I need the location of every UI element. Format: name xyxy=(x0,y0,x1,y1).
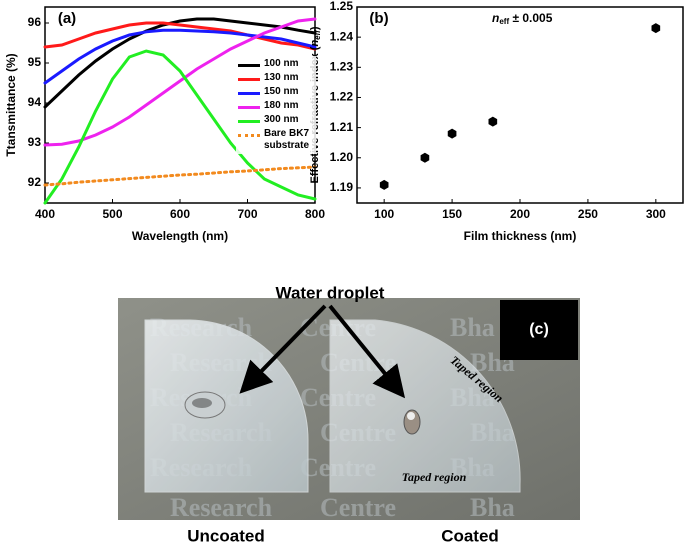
photo-label: Coated xyxy=(441,526,499,545)
background-word: Bha xyxy=(470,493,515,522)
y-tick-label: 1.24 xyxy=(330,29,354,43)
y-axis-title-close: ) xyxy=(309,26,321,30)
y-tick-label: 96 xyxy=(28,15,42,29)
y-tick-label: 92 xyxy=(28,175,42,189)
background-word: Bha xyxy=(450,313,495,342)
legend-swatch xyxy=(238,78,260,81)
series-line xyxy=(43,17,317,109)
photo-label: Uncoated xyxy=(187,526,264,545)
droplet-highlight xyxy=(192,398,212,408)
legend-item: 150 nm xyxy=(236,86,316,98)
legend-label: 150 nm xyxy=(264,86,299,97)
x-tick-label: 300 xyxy=(646,207,666,221)
legend-item: 100 nm xyxy=(236,58,316,70)
series-line xyxy=(43,165,317,187)
annotation-symbol: n xyxy=(492,11,499,25)
data-point xyxy=(447,128,457,139)
background-word: Research xyxy=(170,493,273,522)
y-tick-label: 94 xyxy=(28,95,42,109)
y-axis-title-symbol: n xyxy=(309,40,321,47)
legend-swatch xyxy=(238,106,260,109)
data-point xyxy=(379,179,389,190)
legend-item: 130 nm xyxy=(236,72,316,84)
legend-item: 300 nm xyxy=(236,114,316,126)
legend: 100 nm 130 nm 150 nm 180 nm 300 nm Bare BK7 s… xyxy=(236,56,316,154)
legend-label: 300 nm xyxy=(264,114,299,125)
y-tick-label: 1.21 xyxy=(330,120,354,134)
background-word: Centre xyxy=(320,493,396,522)
legend-swatch xyxy=(238,92,260,95)
series-line xyxy=(43,21,317,51)
taped-label: Taped region xyxy=(402,470,467,484)
x-tick-label: 250 xyxy=(578,207,598,221)
plot-frame xyxy=(356,6,684,204)
legend-item: 180 nm xyxy=(236,100,316,112)
y-tick-label: 93 xyxy=(28,135,42,149)
x-tick-label: 800 xyxy=(305,207,325,221)
x-tick-label: 500 xyxy=(102,207,122,221)
callout: Water droplet xyxy=(276,283,385,302)
x-tick-label: 150 xyxy=(442,207,462,221)
legend-label: 180 nm xyxy=(264,100,299,111)
legend-item: Bare BK7 substrate xyxy=(236,128,316,152)
annotation: neff ± 0.005 xyxy=(492,11,553,26)
panel-label: (c) xyxy=(529,321,549,338)
y-tick-label: 1.22 xyxy=(330,90,354,104)
panel-label-box xyxy=(500,300,578,360)
data-point xyxy=(488,116,498,127)
x-axis-title: Film thickness (nm) xyxy=(464,229,577,243)
y-axis-title-subscript: eff xyxy=(313,29,322,40)
y-tick-label: 1.23 xyxy=(330,59,354,73)
x-tick-label: 100 xyxy=(374,207,394,221)
legend-label: 100 nm xyxy=(264,58,299,69)
data-point xyxy=(651,23,661,34)
legend-swatch xyxy=(238,134,260,137)
x-tick-label: 600 xyxy=(170,207,190,221)
annotation-subscript: eff xyxy=(499,17,509,26)
arrow xyxy=(239,304,327,394)
legend-swatch xyxy=(238,64,260,67)
x-tick-label: 700 xyxy=(237,207,257,221)
annotation-text: ± 0.005 xyxy=(509,11,553,25)
series-line xyxy=(43,49,317,205)
legend-label: Bare BK7 substrate xyxy=(264,128,310,151)
x-tick-label: 400 xyxy=(35,207,55,221)
legend-swatch xyxy=(238,120,260,123)
arrow xyxy=(328,304,406,399)
y-tick-label: 1.20 xyxy=(330,150,354,164)
droplet-highlight xyxy=(407,412,415,420)
panel-label: (a) xyxy=(58,10,76,27)
y-tick-label: 1.25 xyxy=(330,0,354,13)
data-point xyxy=(420,152,430,163)
legend-label: 130 nm xyxy=(264,72,299,83)
x-axis-title: Wavelength (nm) xyxy=(132,229,228,243)
panel-label: (b) xyxy=(369,10,388,27)
series-line xyxy=(43,28,317,85)
y-tick-label: 95 xyxy=(28,55,42,69)
series-line xyxy=(43,17,317,147)
y-axis-title: Ttansmittance (%) xyxy=(4,53,18,156)
y-tick-label: 1.19 xyxy=(330,180,354,194)
x-tick-label: 200 xyxy=(510,207,530,221)
